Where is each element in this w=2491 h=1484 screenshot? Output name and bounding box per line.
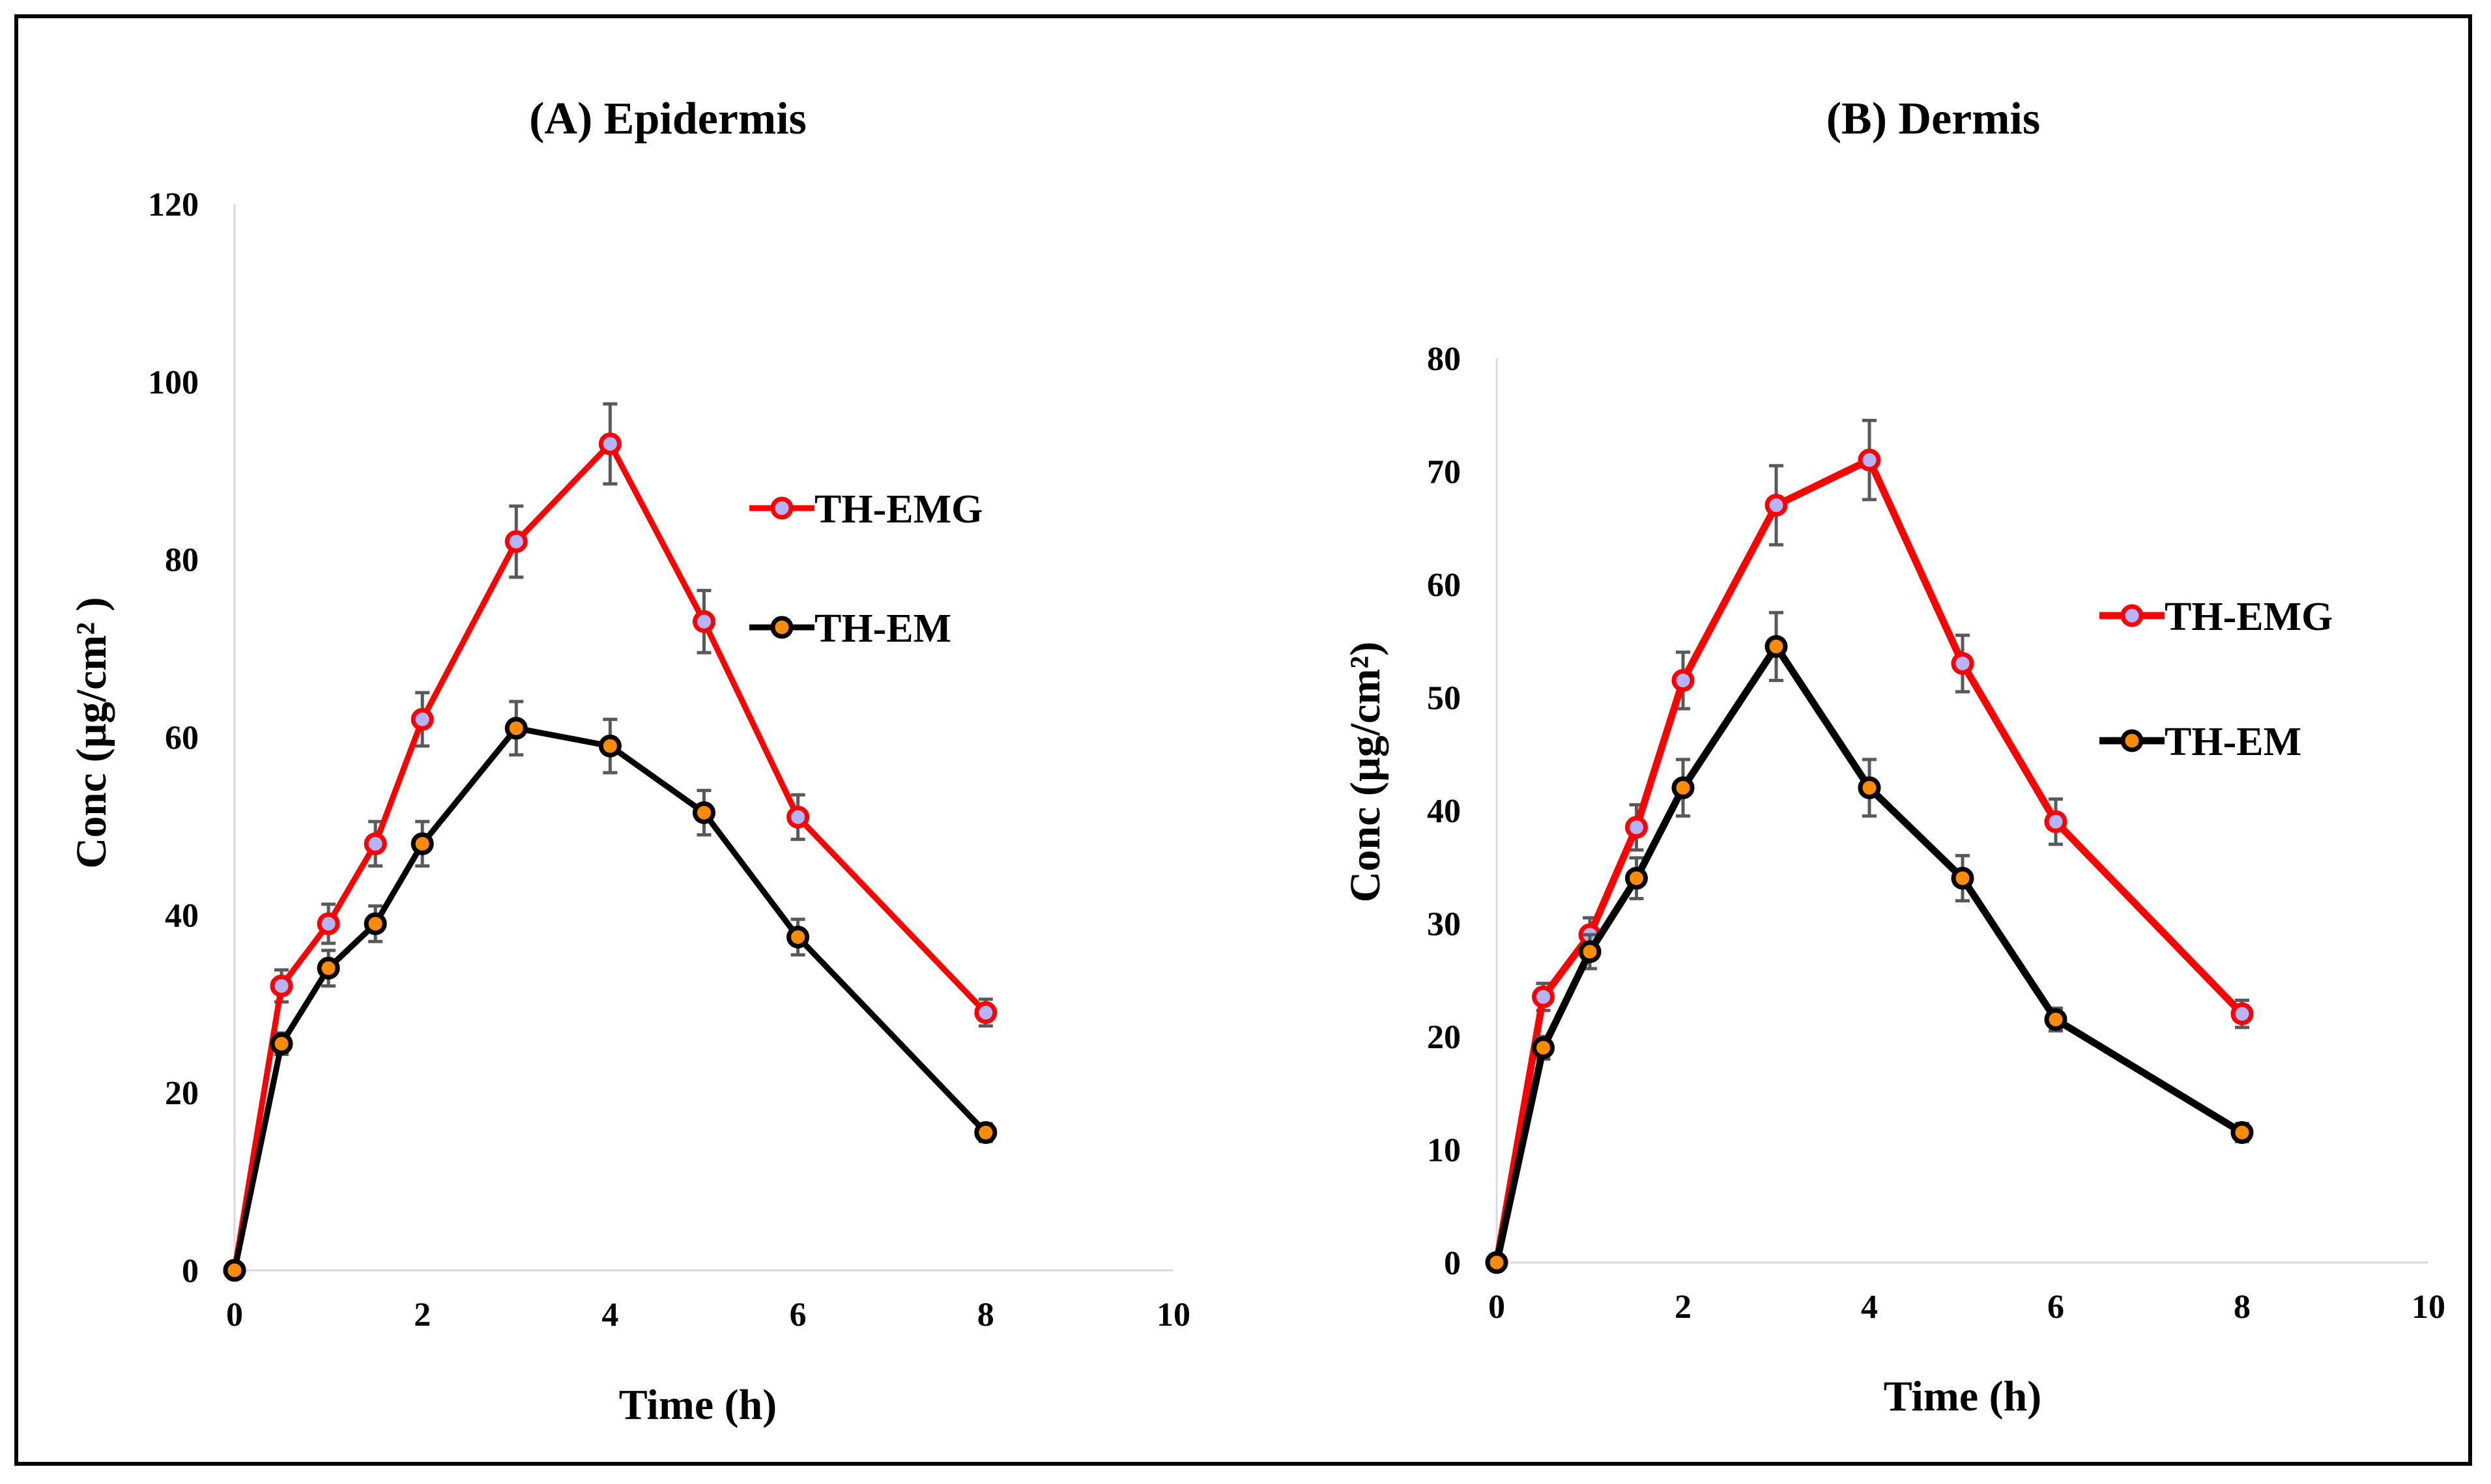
chart-b-th-em-point [1858,776,1881,799]
chart-a-y-tick-label: 60 [165,720,199,757]
chart-a-th-emg-point [410,707,434,731]
chart-a-th-em-point [317,956,340,980]
chart-b-y-tick-label: 0 [1444,1245,1461,1282]
chart-b-th-emg-point [2044,810,2067,833]
chart-b-th-em-point [1532,1036,1555,1059]
chart-b-y-tick-label: 80 [1427,341,1461,378]
chart-b-legend-th-emg-label: TH-EMG [2165,595,2333,639]
chart-a-x-tick-label: 0 [226,1296,243,1334]
chart-b-th-em-point [1671,776,1695,799]
chart-b-th-em-point [2230,1120,2254,1144]
chart-b-x-tick-label: 4 [1861,1289,1878,1326]
chart-b-th-em-point [1764,635,1788,658]
chart-b-th-emg-point [1532,985,1555,1008]
chart-a-th-emg-series-line [231,440,988,1271]
chart-b-x-axis-title: Time (h) [1884,1373,2042,1420]
chart-a-x-tick-label: 2 [414,1296,431,1334]
chart-b-th-em-series-line [1493,642,2244,1264]
chart-a-th-emg-point [317,912,340,935]
chart-b-y-axis-title: Conc (µg/cm²) [1342,642,1389,903]
chart-b-th-emg-point [1625,816,1648,839]
chart-b-x-tick-label: 6 [2047,1289,2064,1326]
chart-b-th-emg-point [1951,651,1974,675]
chart-a-y-tick-label: 120 [148,186,199,223]
chart-a-th-emg-point [598,432,622,455]
chart-b-th-em-point [1578,940,1602,963]
chart-a-th-em-point [693,801,715,824]
chart-a-th-emg-point [364,832,387,855]
chart-b-th-emg-point [2230,1002,2254,1025]
chart-a-legend-th-em-label: TH-EM [814,606,951,651]
chart-a-x-axis-title: Time (h) [619,1381,777,1429]
chart-b-th-em-point [1951,866,1974,890]
chart-a-th-em-series-line [231,725,988,1271]
chart-a-y-tick-label: 20 [165,1075,199,1112]
chart-b-y-tick-label: 50 [1427,680,1461,717]
chart-b-th-emg-point [1764,494,1788,517]
chart-a-th-em-point [270,1032,293,1055]
chart-b-y-tick-label: 60 [1427,567,1461,604]
chart-a-th-emg-point [974,1001,998,1024]
chart-b-x-tick-label: 8 [2234,1289,2251,1326]
chart-b-legend-th-emg-marker [2120,604,2144,627]
chart-b-title: (B) Dermis [1826,94,2041,144]
chart-b-th-emg-series-line [1493,456,2245,1263]
chart-a-y-tick-label: 100 [148,364,199,401]
chart-a-th-em-point [974,1121,998,1145]
chart-b-y-tick-label: 30 [1427,906,1461,943]
chart-a-y-tick-label: 0 [182,1253,199,1290]
chart-a-th-em-point [364,912,387,935]
chart-b-y-tick-label: 70 [1427,454,1461,491]
chart-a-x-tick-label: 8 [977,1296,994,1334]
chart-b-th-em-point [1625,866,1648,890]
chart-a-th-emg-point [270,974,293,997]
chart-a-legend-th-emg-marker [770,496,794,520]
chart-a-legend-th-emg-label: TH-EMG [814,487,983,532]
chart-a-y-tick-label: 40 [165,897,199,934]
chart-a-x-tick-label: 10 [1157,1296,1190,1334]
chart-a-th-em-point [598,734,622,758]
chart-a-y-axis-title: Conc (µg/cm² ) [68,597,115,868]
chart-b-y-tick-label: 10 [1427,1132,1461,1169]
chart-a-th-emg-point [786,805,810,829]
chart-b-y-tick-label: 40 [1427,793,1461,830]
chart-b-th-em-point [1485,1251,1508,1274]
chart-a-legend-th-em-marker [770,616,794,639]
chart-a-y-tick-label: 80 [165,542,199,579]
chart-b-legend-th-em-label: TH-EM [2165,720,2301,764]
chart-b-th-emg-point [1671,668,1695,692]
chart-a-x-tick-label: 6 [790,1296,807,1334]
chart-b-legend-th-em-marker [2120,729,2144,752]
chart-b-th-emg-point [1858,448,1881,472]
chart-b-x-tick-label: 2 [1675,1289,1692,1326]
chart-a-x-tick-label: 4 [601,1296,618,1334]
chart-a-th-em-point [410,832,434,855]
chart-b-y-tick-label: 20 [1427,1019,1461,1056]
chart-a-th-emg-point [504,530,528,553]
chart-a-th-em-point [504,717,528,740]
chart-a-th-em-point [786,925,810,949]
chart-b-x-tick-label: 0 [1488,1289,1505,1326]
chart-a-th-emg-point [693,610,715,633]
chart-b-th-em-point [2044,1008,2067,1031]
chart-a-title: (A) Epidermis [529,94,807,144]
chart-b-x-tick-label: 10 [2412,1289,2445,1326]
chart-a-th-em-point [223,1259,246,1282]
